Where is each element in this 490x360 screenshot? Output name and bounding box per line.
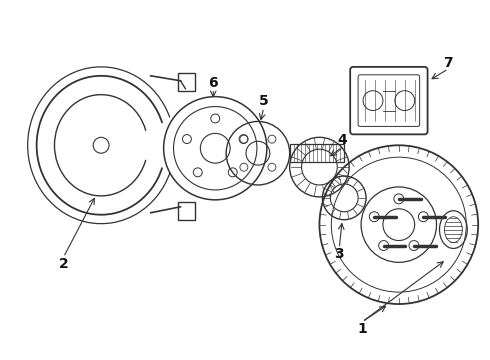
Text: 4: 4 [338, 133, 347, 147]
Bar [290, 144, 344, 162]
Text: 7: 7 [443, 56, 453, 70]
Text: 2: 2 [58, 257, 68, 271]
Text: 3: 3 [335, 247, 344, 261]
Text: 6: 6 [208, 76, 218, 90]
Text: 5: 5 [259, 94, 269, 108]
Text: 1: 1 [357, 322, 367, 336]
